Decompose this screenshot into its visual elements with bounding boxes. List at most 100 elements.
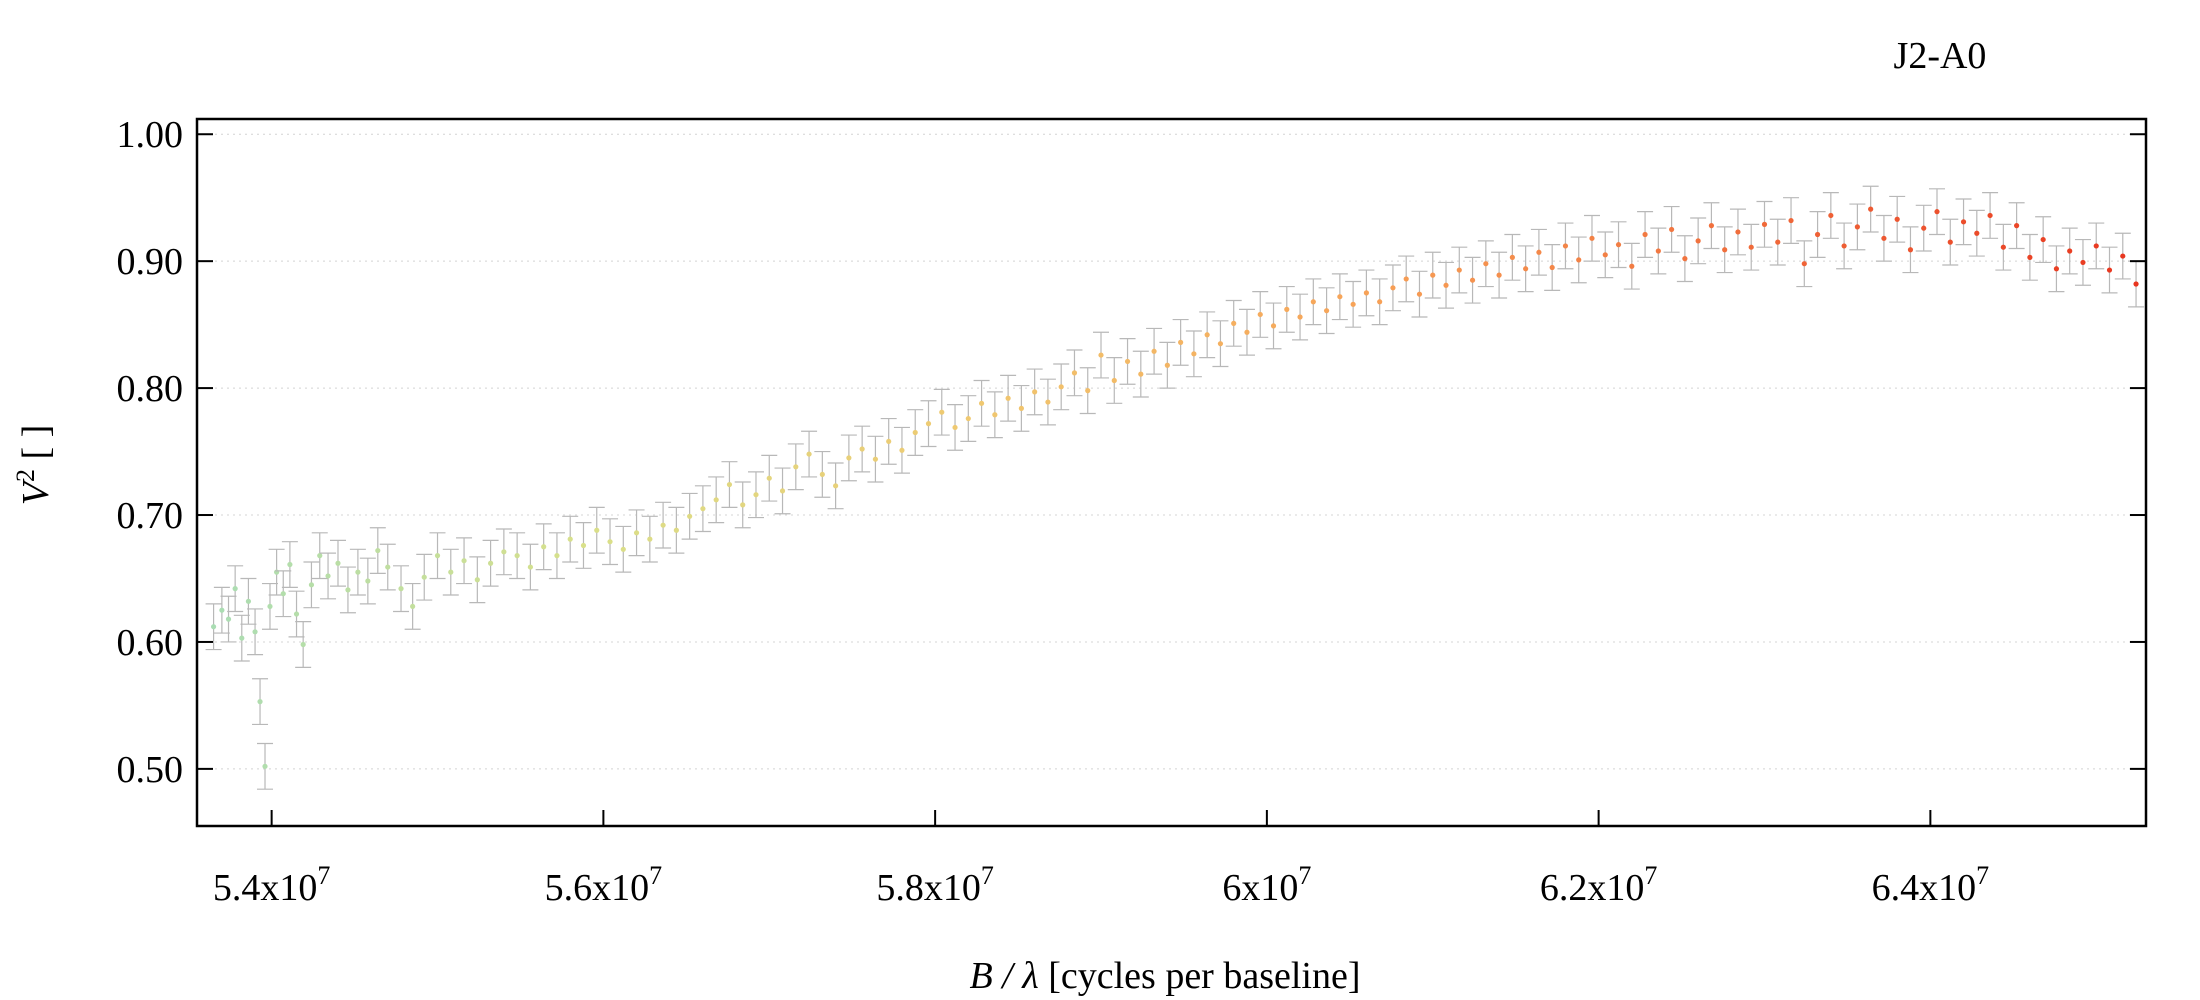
data-point [747, 471, 764, 519]
point-marker [1655, 248, 1661, 254]
y-axis-title: V2 [ ] [11, 425, 57, 506]
data-point [1796, 240, 1813, 288]
point-marker [385, 564, 391, 570]
data-point [1942, 218, 1959, 266]
x-tick-label: 6.4x107 [1872, 861, 1990, 909]
point-marker [1350, 301, 1356, 307]
point-marker [335, 560, 341, 566]
point-marker [1536, 249, 1542, 255]
point-marker [1934, 209, 1940, 215]
data-point [311, 532, 328, 580]
data-point [1637, 211, 1654, 258]
data-point [404, 582, 421, 630]
point-marker [1695, 238, 1701, 244]
data-point [1610, 221, 1627, 269]
data-point [1729, 208, 1746, 256]
data-point [947, 403, 964, 451]
point-marker [474, 577, 480, 583]
data-point [1451, 246, 1468, 294]
point-marker [673, 527, 679, 533]
data-point [575, 522, 592, 569]
data-point [933, 388, 950, 436]
axis-ticks [197, 133, 2146, 826]
data-point [1477, 240, 1494, 288]
point-marker [1284, 306, 1290, 312]
point-marker [859, 446, 865, 452]
point-marker [700, 506, 706, 512]
data-point [329, 539, 346, 587]
x-axis-tick-labels: 5.4x107 5.6x107 5.8x107 6x107 6.2x107 6.4x107 [213, 861, 1989, 909]
data-point [867, 435, 884, 483]
data-point [1318, 287, 1335, 335]
point-marker [1111, 377, 1117, 384]
point-marker [806, 451, 812, 457]
data-point [708, 476, 725, 524]
data-point [1557, 222, 1574, 270]
data-point [393, 565, 410, 613]
data-point [2101, 246, 2118, 294]
point-marker [1390, 285, 1396, 291]
point-marker [2027, 254, 2033, 260]
y-axis-tick-labels: 0.50 0.60 0.70 0.80 0.90 1.00 [117, 114, 184, 791]
point-marker [939, 409, 945, 415]
point-marker [448, 569, 454, 575]
data-point [880, 417, 897, 465]
data-point [2021, 233, 2038, 281]
point-marker [713, 497, 719, 503]
data-point [275, 570, 292, 618]
point-marker [365, 578, 371, 584]
point-marker [1191, 351, 1197, 357]
data-point [2128, 260, 2145, 308]
data-point [1583, 214, 1600, 262]
data-point [1982, 192, 1999, 239]
point-marker [1960, 219, 1967, 225]
data-point [668, 506, 685, 554]
data-point [303, 561, 320, 609]
data-point [840, 434, 857, 482]
data-point [960, 395, 977, 443]
point-marker [1549, 264, 1555, 271]
point-marker [779, 488, 786, 494]
point-marker [232, 586, 238, 592]
data-point [295, 621, 312, 668]
point-marker [726, 481, 733, 488]
point-marker [1323, 308, 1330, 314]
point-marker [1377, 299, 1383, 305]
data-point [281, 541, 298, 588]
point-marker [594, 527, 600, 533]
point-marker [1868, 206, 1874, 212]
point-marker [1669, 226, 1675, 233]
point-marker [2093, 243, 2099, 249]
point-marker [1602, 252, 1608, 258]
data-point [602, 518, 619, 566]
point-marker [992, 412, 998, 418]
data-point [1929, 188, 1946, 236]
point-marker [252, 629, 258, 635]
point-marker [375, 547, 381, 554]
data-point [1278, 285, 1295, 333]
data-point [1331, 273, 1348, 321]
data-point [1146, 327, 1163, 375]
point-marker [1244, 329, 1250, 335]
data-point [774, 467, 791, 515]
chart-title: J2-A0 [1894, 35, 1987, 77]
point-marker [1801, 261, 1807, 267]
point-marker [300, 641, 306, 648]
data-point [1225, 299, 1242, 347]
point-marker [257, 699, 263, 705]
data-point [1212, 320, 1229, 368]
point-marker [965, 415, 971, 422]
data-point [339, 566, 356, 614]
data-point [1053, 363, 1070, 411]
point-marker [833, 483, 839, 489]
point-marker [2014, 223, 2020, 229]
point-marker [687, 513, 693, 519]
point-marker [434, 553, 441, 559]
data-point [1769, 218, 1786, 266]
point-marker [421, 574, 427, 580]
data-point [814, 450, 831, 498]
point-marker [410, 603, 416, 610]
data-point [1238, 308, 1255, 356]
point-marker [287, 561, 293, 568]
data-point [1411, 270, 1428, 318]
